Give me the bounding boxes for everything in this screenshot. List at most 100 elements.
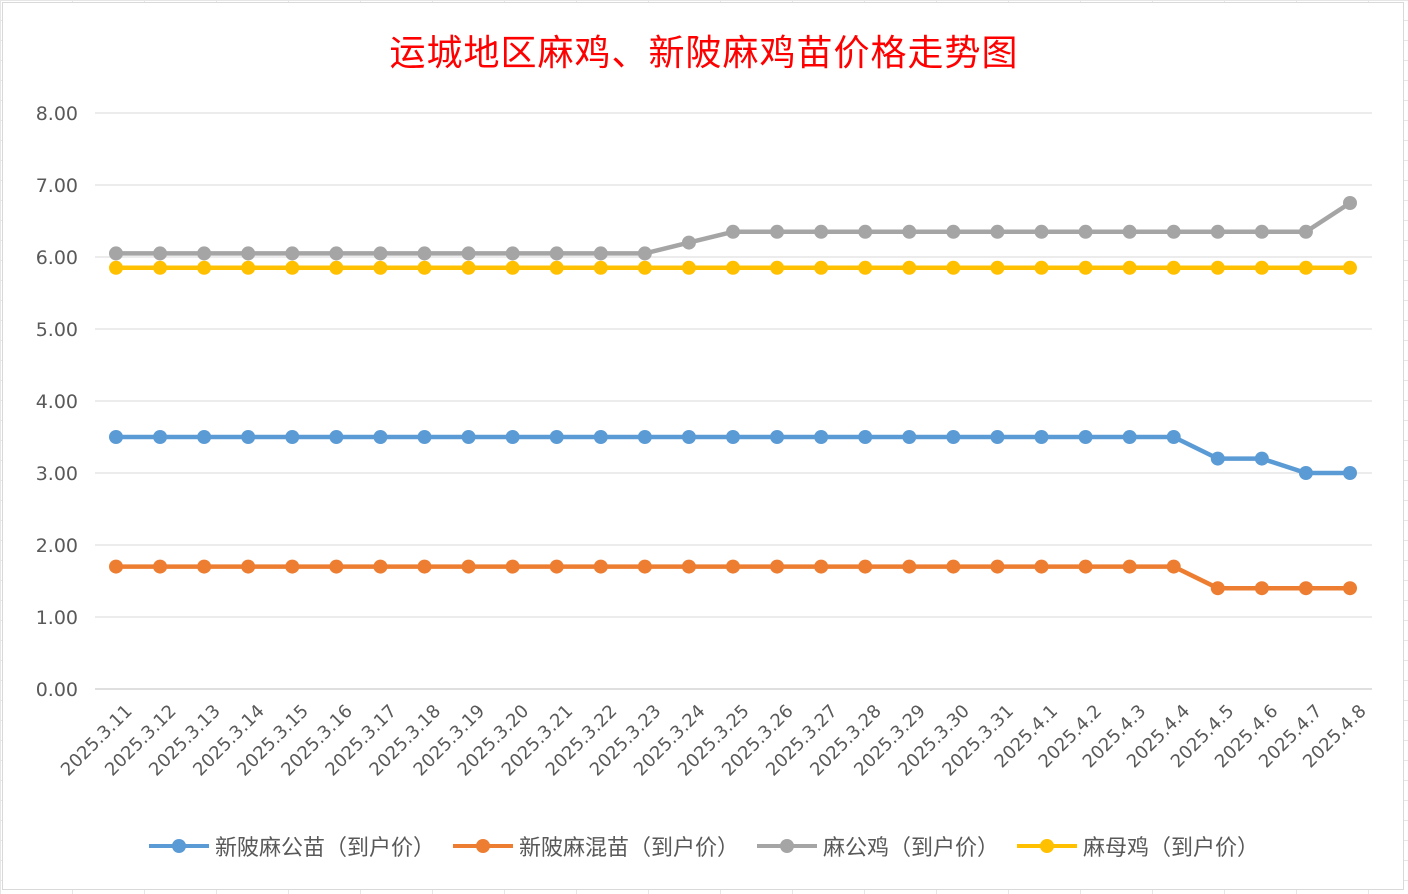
- data-point: [1210, 260, 1225, 275]
- data-point: [329, 430, 344, 444]
- y-tick-label: 5.00: [36, 319, 78, 341]
- y-tick-label: 4.00: [36, 391, 78, 413]
- y-tick-label: 0.00: [36, 679, 78, 701]
- data-point: [681, 559, 696, 574]
- y-tick-label: 6.00: [36, 247, 78, 269]
- data-point: [461, 246, 476, 261]
- data-point: [858, 224, 873, 239]
- data-point: [858, 260, 873, 275]
- data-point: [946, 224, 961, 239]
- data-point: [902, 260, 917, 275]
- data-point: [1034, 559, 1049, 574]
- data-point: [946, 430, 961, 444]
- data-point: [153, 260, 168, 275]
- series-2: [109, 559, 1357, 596]
- data-point: [593, 246, 608, 261]
- data-point: [417, 246, 432, 261]
- data-point: [1122, 430, 1137, 444]
- data-point: [329, 559, 344, 574]
- data-point: [1210, 581, 1225, 596]
- data-point: [902, 559, 917, 574]
- series-1: [109, 430, 1357, 480]
- data-point: [329, 246, 344, 261]
- data-point: [814, 260, 829, 275]
- y-tick-label: 1.00: [36, 607, 78, 629]
- legend-swatch: [757, 839, 817, 853]
- data-point: [505, 260, 520, 275]
- legend-swatch: [452, 839, 513, 853]
- data-point: [1343, 466, 1357, 480]
- chart-title: 运城地区麻鸡、新陂麻鸡苗价格走势图: [389, 33, 1019, 74]
- data-point: [549, 430, 564, 444]
- legend: 新陂麻公苗（到户价） 新陂麻混苗（到户价） 麻公鸡（到户价） 麻母鸡（到户价）: [0, 830, 1408, 862]
- data-point: [329, 260, 344, 275]
- data-point: [770, 260, 785, 275]
- legend-swatch: [148, 839, 209, 853]
- data-point: [858, 430, 873, 444]
- data-point: [285, 430, 300, 444]
- data-point: [241, 260, 256, 275]
- data-point: [726, 260, 740, 275]
- data-point: [285, 246, 300, 261]
- data-point: [637, 260, 652, 275]
- data-point: [417, 430, 432, 444]
- data-point: [549, 559, 564, 574]
- legend-item: 新陂麻公苗（到户价）: [148, 830, 435, 862]
- data-point: [770, 430, 785, 444]
- data-point: [1254, 224, 1269, 239]
- data-point: [1343, 260, 1357, 275]
- data-point: [681, 430, 696, 444]
- y-tick-label: 3.00: [36, 463, 78, 485]
- data-point: [681, 260, 696, 275]
- data-point: [990, 559, 1005, 574]
- data-point: [814, 559, 829, 574]
- legend-item: 新陂麻混苗（到户价）: [452, 830, 739, 862]
- y-axis-ticks: 0.00 1.00 2.00 3.00 4.00 5.00 6.00 7.00 8.00: [36, 103, 78, 701]
- data-point: [1343, 196, 1357, 210]
- data-point: [1166, 559, 1181, 574]
- data-point: [902, 224, 917, 239]
- data-point: [1254, 581, 1269, 596]
- legend-label: 新陂麻公苗（到户价）: [214, 836, 435, 861]
- legend-label: 新陂麻混苗（到户价）: [518, 836, 739, 861]
- data-point: [593, 430, 608, 444]
- data-point: [814, 430, 829, 444]
- y-tick-label: 7.00: [36, 175, 78, 197]
- data-point: [1298, 260, 1313, 275]
- data-point: [1078, 430, 1093, 444]
- data-point: [417, 559, 432, 574]
- data-point: [109, 559, 123, 574]
- data-point: [1254, 451, 1269, 466]
- data-point: [505, 559, 520, 574]
- data-point: [197, 246, 212, 261]
- data-point: [990, 260, 1005, 275]
- data-point: [241, 430, 256, 444]
- data-point: [373, 246, 388, 261]
- data-point: [990, 224, 1005, 239]
- data-point: [946, 559, 961, 574]
- data-point: [1122, 260, 1137, 275]
- data-point: [637, 430, 652, 444]
- series-3: [109, 196, 1357, 261]
- data-point: [109, 260, 123, 275]
- data-point: [990, 430, 1005, 444]
- x-axis-ticks: 2025.3.112025.3.122025.3.132025.3.142025…: [57, 701, 1371, 781]
- y-tick-label: 8.00: [36, 103, 78, 125]
- data-point: [153, 559, 168, 574]
- data-point: [1034, 430, 1049, 444]
- data-point: [1034, 224, 1049, 239]
- data-point: [902, 430, 917, 444]
- data-point: [1122, 559, 1137, 574]
- data-point: [1078, 260, 1093, 275]
- legend-swatch: [1017, 839, 1078, 853]
- data-point: [109, 246, 123, 261]
- data-point: [373, 430, 388, 444]
- y-tick-label: 2.00: [36, 535, 78, 557]
- data-point: [1298, 466, 1313, 480]
- data-point: [1254, 260, 1269, 275]
- data-point: [373, 559, 388, 574]
- series-lines: [109, 196, 1357, 596]
- data-point: [461, 559, 476, 574]
